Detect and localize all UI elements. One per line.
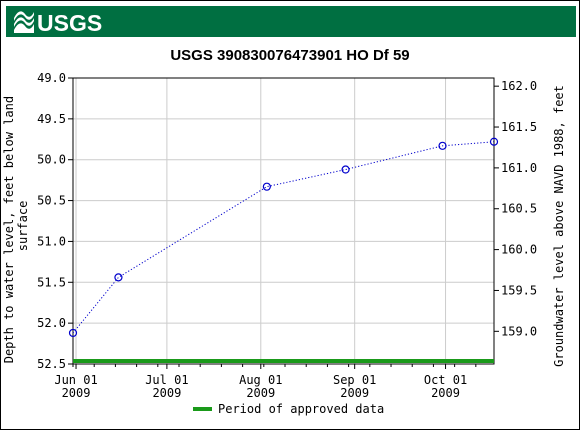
- left-tick-label: 52.0: [37, 316, 66, 330]
- x-tick-label: Jun 01: [54, 373, 97, 387]
- left-axis-label: Depth to water level, feet below land su…: [2, 89, 30, 364]
- data-point: [262, 182, 271, 191]
- left-tick-label: 49.5: [37, 112, 66, 126]
- x-tick-year: 2009: [62, 386, 91, 400]
- right-tick-label: 161.0: [501, 161, 537, 175]
- x-tick-label: Jul 01: [145, 373, 188, 387]
- x-tick-label: Sep 01: [333, 373, 376, 387]
- right-axis-ticks: 162.0 161.5 161.0 160.5 160.0 159.5 159.0: [494, 79, 537, 338]
- right-axis-label: Groundwater level above NAVD 1988, feet: [552, 85, 566, 367]
- data-point: [489, 137, 499, 146]
- plot-area-border: [72, 77, 495, 365]
- left-axis-label-line2: surface: [16, 201, 30, 252]
- left-tick-label: 51.0: [37, 234, 66, 248]
- right-tick-label: 159.0: [501, 324, 537, 338]
- x-tick-year: 2009: [246, 386, 275, 400]
- data-point: [341, 165, 350, 174]
- series-group: [68, 137, 499, 338]
- left-tick-label: 50.5: [37, 194, 66, 208]
- chart-title: USGS 390830076473901 HO Df 59: [170, 47, 409, 64]
- x-tick-year: 2009: [431, 386, 460, 400]
- x-tick-year: 2009: [340, 386, 369, 400]
- usgs-logo: USGS: [12, 8, 102, 35]
- x-tick-label: Aug 01: [239, 373, 282, 387]
- left-axis-label-line1: Depth to water level, feet below land: [2, 96, 16, 363]
- left-tick-label: 51.5: [37, 275, 66, 289]
- right-tick-label: 160.0: [501, 243, 537, 257]
- left-axis-ticks: 49.0 49.5 50.0 50.5 51.0 51.5 52.0 52.5: [37, 71, 73, 371]
- data-point: [114, 273, 123, 282]
- data-point: [68, 328, 78, 338]
- usgs-logo-text: USGS: [37, 10, 102, 35]
- grid: [73, 77, 494, 365]
- right-tick-label: 160.5: [501, 202, 537, 216]
- usgs-banner: USGS: [6, 6, 576, 37]
- right-tick-label: 161.5: [501, 120, 537, 134]
- left-tick-label: 50.0: [37, 153, 66, 167]
- x-tick-year: 2009: [152, 386, 181, 400]
- x-tick-label: Oct 01: [424, 373, 467, 387]
- usgs-logo-icon: USGS: [14, 10, 102, 35]
- left-tick-label: 52.5: [37, 357, 66, 371]
- left-tick-label: 49.0: [37, 71, 66, 85]
- series-line: [72, 141, 495, 334]
- right-tick-label: 162.0: [501, 79, 537, 93]
- right-tick-label: 159.5: [501, 283, 537, 297]
- legend-label: Period of approved data: [218, 402, 384, 416]
- data-point: [438, 141, 447, 150]
